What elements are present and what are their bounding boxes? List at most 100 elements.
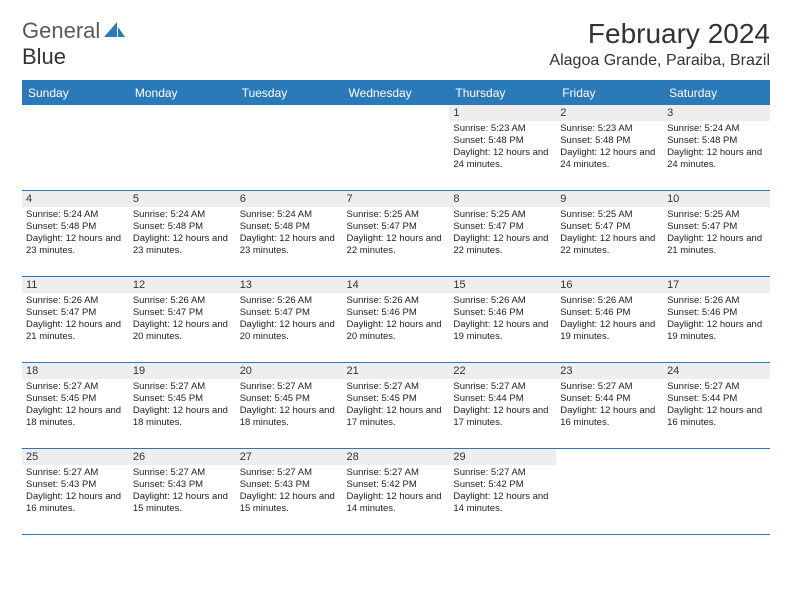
day-number: 20 [236,363,343,379]
calendar-cell: 6Sunrise: 5:24 AMSunset: 5:48 PMDaylight… [236,191,343,277]
day-number: 25 [22,449,129,465]
day-number: 9 [556,191,663,207]
calendar-cell: 10Sunrise: 5:25 AMSunset: 5:47 PMDayligh… [663,191,770,277]
day-details: Sunrise: 5:26 AMSunset: 5:46 PMDaylight:… [449,293,556,345]
calendar-cell: 26Sunrise: 5:27 AMSunset: 5:43 PMDayligh… [129,449,236,535]
day-details: Sunrise: 5:27 AMSunset: 5:43 PMDaylight:… [129,465,236,517]
day-number: 8 [449,191,556,207]
day-details: Sunrise: 5:25 AMSunset: 5:47 PMDaylight:… [556,207,663,259]
day-number: 16 [556,277,663,293]
day-number: 19 [129,363,236,379]
day-number: 7 [343,191,450,207]
calendar-table: SundayMondayTuesdayWednesdayThursdayFrid… [22,80,770,535]
calendar-cell: 11Sunrise: 5:26 AMSunset: 5:47 PMDayligh… [22,277,129,363]
calendar-cell: 7Sunrise: 5:25 AMSunset: 5:47 PMDaylight… [343,191,450,277]
day-details: Sunrise: 5:27 AMSunset: 5:45 PMDaylight:… [22,379,129,431]
title-block: February 2024 Alagoa Grande, Paraiba, Br… [549,18,770,70]
calendar-cell: 8Sunrise: 5:25 AMSunset: 5:47 PMDaylight… [449,191,556,277]
day-details: Sunrise: 5:23 AMSunset: 5:48 PMDaylight:… [556,121,663,173]
header: General Blue February 2024 Alagoa Grande… [22,18,770,70]
calendar-cell: 29Sunrise: 5:27 AMSunset: 5:42 PMDayligh… [449,449,556,535]
day-details: Sunrise: 5:26 AMSunset: 5:46 PMDaylight:… [343,293,450,345]
calendar-week-row: 25Sunrise: 5:27 AMSunset: 5:43 PMDayligh… [22,449,770,535]
weekday-header: Sunday [22,81,129,105]
day-number: 13 [236,277,343,293]
calendar-cell: 24Sunrise: 5:27 AMSunset: 5:44 PMDayligh… [663,363,770,449]
day-details: Sunrise: 5:27 AMSunset: 5:42 PMDaylight:… [343,465,450,517]
day-number: 24 [663,363,770,379]
calendar-cell: 28Sunrise: 5:27 AMSunset: 5:42 PMDayligh… [343,449,450,535]
weekday-header: Friday [556,81,663,105]
calendar-cell: 15Sunrise: 5:26 AMSunset: 5:46 PMDayligh… [449,277,556,363]
calendar-cell: 16Sunrise: 5:26 AMSunset: 5:46 PMDayligh… [556,277,663,363]
day-number: 26 [129,449,236,465]
day-details: Sunrise: 5:26 AMSunset: 5:46 PMDaylight:… [663,293,770,345]
weekday-header: Tuesday [236,81,343,105]
calendar-cell: 12Sunrise: 5:26 AMSunset: 5:47 PMDayligh… [129,277,236,363]
day-details: Sunrise: 5:27 AMSunset: 5:43 PMDaylight:… [236,465,343,517]
day-number: 29 [449,449,556,465]
calendar-cell [129,105,236,191]
calendar-cell [22,105,129,191]
calendar-cell [556,449,663,535]
day-number: 11 [22,277,129,293]
calendar-cell: 17Sunrise: 5:26 AMSunset: 5:46 PMDayligh… [663,277,770,363]
calendar-cell [343,105,450,191]
calendar-cell: 5Sunrise: 5:24 AMSunset: 5:48 PMDaylight… [129,191,236,277]
day-number: 2 [556,105,663,121]
month-title: February 2024 [549,18,770,50]
calendar-cell [663,449,770,535]
day-number: 14 [343,277,450,293]
day-number: 22 [449,363,556,379]
day-number: 12 [129,277,236,293]
calendar-cell: 14Sunrise: 5:26 AMSunset: 5:46 PMDayligh… [343,277,450,363]
day-details: Sunrise: 5:26 AMSunset: 5:47 PMDaylight:… [129,293,236,345]
logo-sail-icon [104,18,126,44]
location: Alagoa Grande, Paraiba, Brazil [549,52,770,70]
day-details: Sunrise: 5:25 AMSunset: 5:47 PMDaylight:… [343,207,450,259]
calendar-cell: 18Sunrise: 5:27 AMSunset: 5:45 PMDayligh… [22,363,129,449]
day-details: Sunrise: 5:26 AMSunset: 5:46 PMDaylight:… [556,293,663,345]
day-details: Sunrise: 5:25 AMSunset: 5:47 PMDaylight:… [449,207,556,259]
logo-text-blue: Blue [22,44,126,70]
day-number: 6 [236,191,343,207]
calendar-cell: 9Sunrise: 5:25 AMSunset: 5:47 PMDaylight… [556,191,663,277]
weekday-header: Monday [129,81,236,105]
day-number: 15 [449,277,556,293]
day-details: Sunrise: 5:27 AMSunset: 5:44 PMDaylight:… [556,379,663,431]
calendar-cell: 22Sunrise: 5:27 AMSunset: 5:44 PMDayligh… [449,363,556,449]
calendar-cell: 25Sunrise: 5:27 AMSunset: 5:43 PMDayligh… [22,449,129,535]
calendar-cell: 19Sunrise: 5:27 AMSunset: 5:45 PMDayligh… [129,363,236,449]
logo-text-general: General [22,18,100,44]
day-details: Sunrise: 5:27 AMSunset: 5:44 PMDaylight:… [449,379,556,431]
calendar-week-row: 4Sunrise: 5:24 AMSunset: 5:48 PMDaylight… [22,191,770,277]
calendar-cell [236,105,343,191]
weekday-header-row: SundayMondayTuesdayWednesdayThursdayFrid… [22,81,770,105]
day-number: 3 [663,105,770,121]
day-number: 23 [556,363,663,379]
day-number: 28 [343,449,450,465]
day-details: Sunrise: 5:25 AMSunset: 5:47 PMDaylight:… [663,207,770,259]
day-details: Sunrise: 5:26 AMSunset: 5:47 PMDaylight:… [236,293,343,345]
day-number: 17 [663,277,770,293]
day-details: Sunrise: 5:27 AMSunset: 5:45 PMDaylight:… [236,379,343,431]
calendar-week-row: 1Sunrise: 5:23 AMSunset: 5:48 PMDaylight… [22,105,770,191]
calendar-cell: 1Sunrise: 5:23 AMSunset: 5:48 PMDaylight… [449,105,556,191]
weekday-header: Thursday [449,81,556,105]
calendar-week-row: 11Sunrise: 5:26 AMSunset: 5:47 PMDayligh… [22,277,770,363]
day-number: 10 [663,191,770,207]
calendar-cell: 3Sunrise: 5:24 AMSunset: 5:48 PMDaylight… [663,105,770,191]
day-details: Sunrise: 5:24 AMSunset: 5:48 PMDaylight:… [22,207,129,259]
calendar-cell: 13Sunrise: 5:26 AMSunset: 5:47 PMDayligh… [236,277,343,363]
day-number: 4 [22,191,129,207]
day-details: Sunrise: 5:24 AMSunset: 5:48 PMDaylight:… [129,207,236,259]
day-number: 1 [449,105,556,121]
day-details: Sunrise: 5:27 AMSunset: 5:43 PMDaylight:… [22,465,129,517]
day-number: 21 [343,363,450,379]
day-details: Sunrise: 5:27 AMSunset: 5:45 PMDaylight:… [129,379,236,431]
day-details: Sunrise: 5:24 AMSunset: 5:48 PMDaylight:… [236,207,343,259]
day-number: 18 [22,363,129,379]
day-details: Sunrise: 5:26 AMSunset: 5:47 PMDaylight:… [22,293,129,345]
calendar-cell: 23Sunrise: 5:27 AMSunset: 5:44 PMDayligh… [556,363,663,449]
day-details: Sunrise: 5:27 AMSunset: 5:44 PMDaylight:… [663,379,770,431]
